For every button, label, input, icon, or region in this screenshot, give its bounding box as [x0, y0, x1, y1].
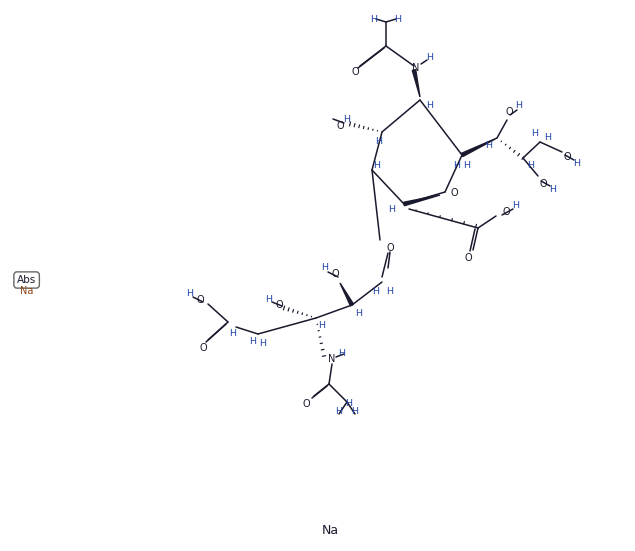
Text: O: O — [464, 253, 472, 263]
Text: H: H — [335, 408, 342, 417]
Text: O: O — [199, 343, 207, 353]
Text: H: H — [453, 160, 460, 170]
Text: O: O — [275, 300, 283, 310]
Text: H: H — [516, 101, 523, 111]
Text: H: H — [338, 348, 345, 358]
Text: H: H — [229, 329, 236, 338]
Text: H: H — [486, 142, 493, 150]
Text: H: H — [464, 160, 471, 170]
Text: H: H — [373, 288, 380, 296]
Polygon shape — [412, 69, 420, 97]
Text: H: H — [265, 295, 272, 305]
Text: O: O — [563, 152, 571, 162]
Text: H: H — [344, 115, 351, 123]
Text: H: H — [370, 15, 377, 24]
Polygon shape — [340, 283, 354, 306]
Text: H: H — [387, 288, 394, 296]
Text: H: H — [373, 160, 380, 170]
Polygon shape — [461, 138, 497, 156]
Text: O: O — [539, 179, 547, 189]
Text: H: H — [544, 133, 552, 143]
Text: H: H — [345, 399, 352, 408]
Text: H: H — [352, 408, 359, 417]
Text: H: H — [394, 15, 401, 24]
Text: H: H — [260, 339, 267, 348]
Text: H: H — [512, 202, 519, 210]
Text: O: O — [505, 107, 513, 117]
Text: H: H — [375, 138, 382, 147]
Text: H: H — [250, 338, 257, 347]
Text: Abs: Abs — [17, 275, 36, 285]
Text: H: H — [427, 101, 434, 111]
Text: H: H — [321, 263, 328, 273]
Text: H: H — [389, 206, 396, 214]
Polygon shape — [404, 195, 440, 206]
Text: O: O — [336, 121, 344, 131]
Text: O: O — [302, 399, 310, 409]
Text: H: H — [427, 53, 434, 62]
Text: O: O — [196, 295, 204, 305]
Text: H: H — [531, 129, 538, 138]
Text: H: H — [319, 321, 326, 331]
Text: H: H — [356, 309, 363, 317]
Text: H: H — [528, 161, 535, 170]
Text: H: H — [573, 159, 580, 168]
Text: Na: Na — [20, 286, 34, 296]
Text: N: N — [412, 63, 420, 73]
Text: O: O — [386, 243, 394, 253]
Text: H: H — [549, 186, 556, 195]
Text: O: O — [351, 67, 359, 77]
Text: Na: Na — [321, 523, 338, 537]
Text: O: O — [502, 207, 510, 217]
Text: H: H — [187, 289, 194, 299]
Text: N: N — [328, 354, 336, 364]
Text: O: O — [331, 269, 339, 279]
Text: O: O — [450, 188, 458, 198]
